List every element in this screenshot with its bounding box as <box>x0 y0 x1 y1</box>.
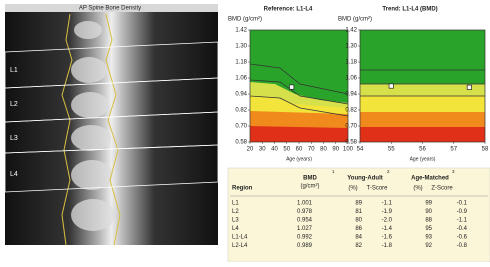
y-tick-label: 1.30 <box>345 44 357 50</box>
table-cell: -0.1 <box>457 201 468 207</box>
y-axis-label: BMD (g/cm²) <box>338 17 372 23</box>
column-subheader: T-Score <box>366 186 388 192</box>
table-cell: 86 <box>355 226 362 232</box>
y-tick-label: 1.30 <box>235 44 247 50</box>
table-cell: 1.027 <box>297 226 313 232</box>
column-subheader: Z-Score <box>431 186 453 192</box>
table-cell: -1.1 <box>457 218 468 224</box>
column-header: Region <box>232 186 253 192</box>
table-cell: -1.1 <box>382 201 393 207</box>
table-cell: 81 <box>355 209 362 215</box>
x-tick-label: 60 <box>296 147 303 153</box>
vertebra-label: L4 <box>10 171 18 178</box>
y-tick-label: 1.18 <box>345 60 357 66</box>
table-cell: -1.6 <box>382 235 393 241</box>
column-unit: (%) <box>348 186 357 192</box>
spine-image <box>5 4 218 245</box>
y-tick-label: 1.42 <box>235 28 247 34</box>
x-tick-label: 90 <box>332 147 339 153</box>
table-cell: -1.4 <box>382 226 393 232</box>
row-label: L1 <box>232 201 239 207</box>
table-cell: -2.0 <box>382 218 393 224</box>
y-tick-label: 0.94 <box>345 92 357 98</box>
row-label: L1-L4 <box>232 235 248 241</box>
x-tick-label: 58 <box>482 147 489 153</box>
vertebra-label: L2 <box>10 101 18 108</box>
image-title: AP Spine Bone Density <box>79 6 141 12</box>
y-tick-label: 1.06 <box>345 76 357 82</box>
chart-title: Reference: L1-L4 <box>264 7 313 13</box>
row-label: L2-L4 <box>232 243 248 249</box>
y-tick-label: 0.94 <box>235 92 247 98</box>
table-cell: -1.8 <box>382 243 393 249</box>
table-cell: 89 <box>355 201 362 207</box>
row-label: L4 <box>232 226 239 232</box>
y-tick-label: 0.82 <box>235 108 247 114</box>
y-tick-label: 0.58 <box>345 140 357 146</box>
y-tick-label: 1.06 <box>235 76 247 82</box>
x-tick-label: 56 <box>419 147 426 153</box>
row-label: L3 <box>232 218 239 224</box>
y-tick-label: 0.70 <box>235 124 247 130</box>
table-cell: -1.9 <box>382 209 393 215</box>
x-tick-label: 55 <box>388 147 395 153</box>
x-tick-label: 80 <box>320 147 327 153</box>
chart-title: Trend: L1-L4 (BMD) <box>382 7 437 13</box>
table-cell: 0.989 <box>297 243 313 249</box>
table-cell: 99 <box>425 201 432 207</box>
table-cell: 92 <box>425 243 432 249</box>
vertebra-label: L1 <box>10 67 18 74</box>
x-axis-label: Age (years) <box>410 156 436 162</box>
x-tick-label: 57 <box>450 147 457 153</box>
table-cell: 82 <box>355 243 362 249</box>
x-tick-label: 30 <box>259 147 266 153</box>
column-header: Age-Matched <box>411 176 449 182</box>
table-cell: 84 <box>355 235 362 241</box>
x-tick-label: 40 <box>271 147 278 153</box>
column-header: Young-Adult <box>347 176 383 182</box>
vertebra-label: L3 <box>10 135 18 142</box>
data-point <box>289 85 293 89</box>
column-header: BMD <box>303 176 317 182</box>
table-cell: 0.954 <box>297 218 313 224</box>
y-tick-label: 1.42 <box>345 28 357 34</box>
table-cell: -0.4 <box>457 226 468 232</box>
report: AP Spine Bone Density L1 L2 L3 L4 Reference:… <box>0 0 490 262</box>
table-cell: -0.9 <box>457 209 468 215</box>
table-cell: -0.6 <box>457 235 468 241</box>
row-label: L2 <box>232 209 239 215</box>
trend-bands <box>360 30 485 142</box>
x-axis-label: Age (years) <box>286 156 312 162</box>
table-cell: 95 <box>425 226 432 232</box>
table-cell: 0.978 <box>297 209 313 215</box>
y-tick-label: 0.82 <box>345 108 357 114</box>
column-unit: (%) <box>413 186 422 192</box>
x-tick-label: 100 <box>343 147 354 153</box>
reference-bands <box>250 30 348 142</box>
y-tick-label: 1.18 <box>235 60 247 66</box>
y-axis-label: BMD (g/cm²) <box>228 17 262 23</box>
table-cell: 80 <box>355 218 362 224</box>
y-tick-label: 0.70 <box>345 124 357 130</box>
y-tick-label: 0.58 <box>235 140 247 146</box>
x-tick-label: 50 <box>283 147 290 153</box>
table-cell: 1.001 <box>297 201 313 207</box>
table-cell: 90 <box>425 209 432 215</box>
table-cell: -0.8 <box>457 243 468 249</box>
x-tick-label: 70 <box>308 147 315 153</box>
x-tick-label: 20 <box>247 147 254 153</box>
column-unit: (g/cm²) <box>301 184 320 190</box>
data-point <box>389 84 393 88</box>
table-cell: 93 <box>425 235 432 241</box>
x-tick-label: 54 <box>357 147 364 153</box>
data-point <box>467 85 471 89</box>
table-cell: 0.992 <box>297 235 313 241</box>
table-cell: 88 <box>425 218 432 224</box>
